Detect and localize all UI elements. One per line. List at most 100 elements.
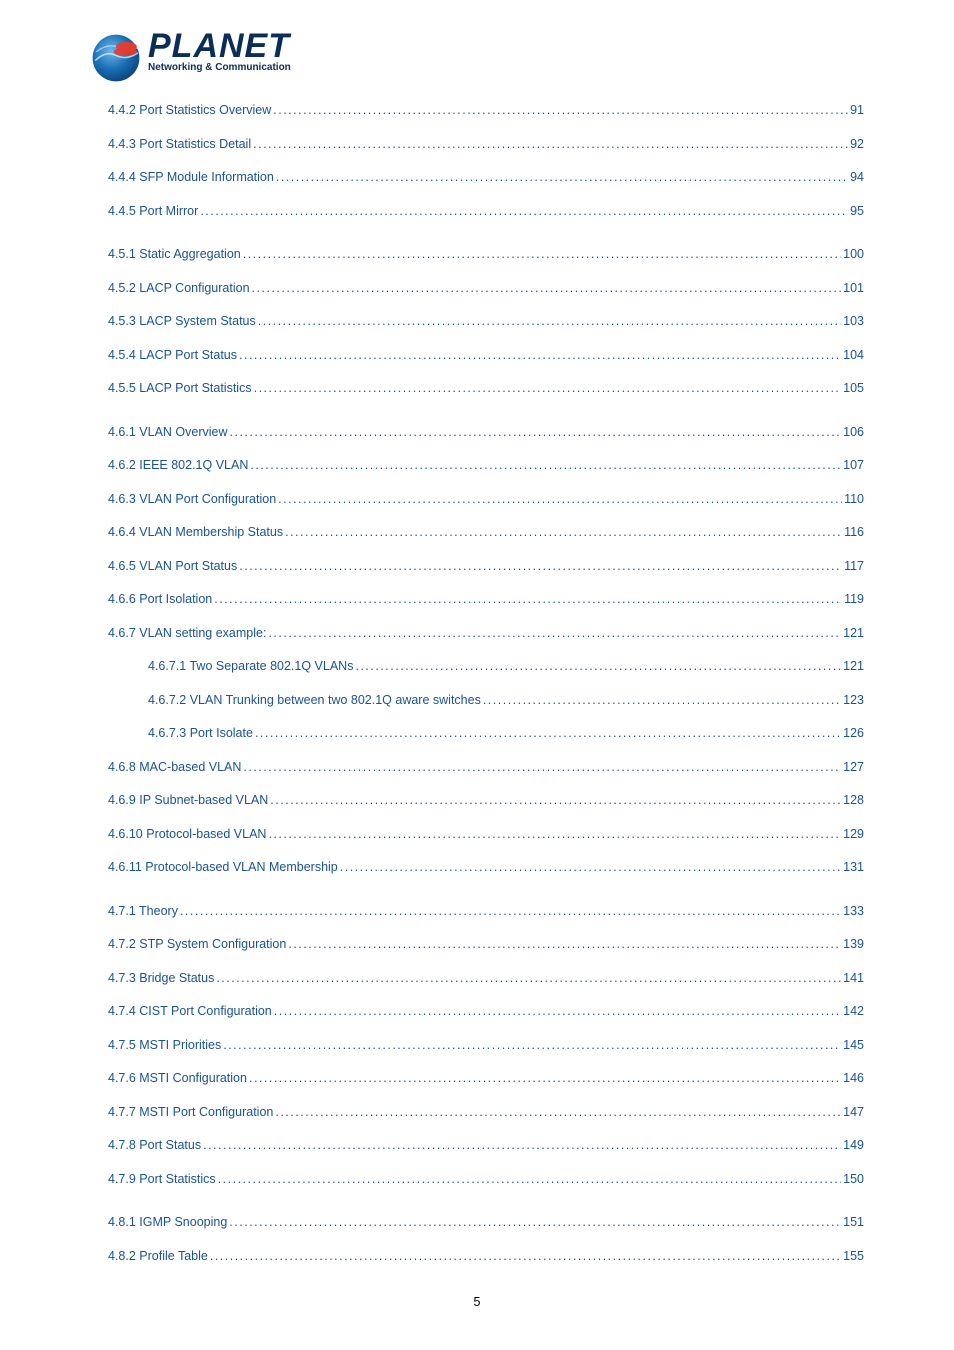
- toc-entry-label: 4.5.2 LACP Configuration: [108, 280, 250, 298]
- toc-entry[interactable]: 4.4.4 SFP Module Information............…: [90, 169, 864, 187]
- toc-entry[interactable]: 4.5.4 LACP Port Status..................…: [90, 347, 864, 365]
- toc-entry-label: 4.5.5 LACP Port Statistics: [108, 380, 252, 398]
- toc-entry-page: 149: [843, 1137, 864, 1155]
- toc-entry-page: 139: [843, 936, 864, 954]
- toc-leader-dots: ........................................…: [268, 826, 841, 844]
- toc-entry[interactable]: 4.6.11 Protocol-based VLAN Membership...…: [90, 859, 864, 877]
- toc-entry-page: 95: [850, 203, 864, 221]
- toc-entry-page: 131: [843, 859, 864, 877]
- toc-leader-dots: ........................................…: [249, 1070, 841, 1088]
- toc-entry-page: 146: [843, 1070, 864, 1088]
- toc-entry[interactable]: 4.5.3 LACP System Status................…: [90, 313, 864, 331]
- toc-entry[interactable]: 4.6.7 VLAN setting example:.............…: [90, 625, 864, 643]
- toc-entry-label: 4.6.7.2 VLAN Trunking between two 802.1Q…: [148, 692, 481, 710]
- toc-entry[interactable]: 4.4.2 Port Statistics Overview..........…: [90, 102, 864, 120]
- toc-leader-dots: ........................................…: [210, 1248, 841, 1266]
- toc-entry-label: 4.7.2 STP System Configuration: [108, 936, 286, 954]
- toc-entry[interactable]: 4.4.3 Port Statistics Detail............…: [90, 136, 864, 154]
- page-number: 5: [90, 1295, 864, 1309]
- toc-leader-dots: ........................................…: [275, 1104, 841, 1122]
- toc-entry[interactable]: 4.6.9 IP Subnet-based VLAN..............…: [90, 792, 864, 810]
- toc-entry-page: 147: [843, 1104, 864, 1122]
- toc-entry-page: 145: [843, 1037, 864, 1055]
- toc-entry[interactable]: 4.7.9 Port Statistics...................…: [90, 1171, 864, 1189]
- toc-leader-dots: ........................................…: [239, 347, 841, 365]
- toc-entry[interactable]: 4.6.7.2 VLAN Trunking between two 802.1Q…: [90, 692, 864, 710]
- toc-entry-page: 155: [843, 1248, 864, 1266]
- toc-entry[interactable]: 4.7.8 Port Status.......................…: [90, 1137, 864, 1155]
- toc-entry[interactable]: 4.5.2 LACP Configuration................…: [90, 280, 864, 298]
- toc-leader-dots: ........................................…: [203, 1137, 841, 1155]
- toc-entry[interactable]: 4.6.6 Port Isolation....................…: [90, 591, 864, 609]
- toc-entry[interactable]: 4.6.8 MAC-based VLAN....................…: [90, 759, 864, 777]
- toc-entry[interactable]: 4.5.1 Static Aggregation................…: [90, 246, 864, 264]
- toc-leader-dots: ........................................…: [285, 524, 842, 542]
- toc-entry[interactable]: 4.7.2 STP System Configuration..........…: [90, 936, 864, 954]
- brand-text-block: PLANET Networking & Communication: [148, 30, 291, 73]
- toc-leader-dots: ........................................…: [483, 692, 841, 710]
- toc-entry[interactable]: 4.7.3 Bridge Status.....................…: [90, 970, 864, 988]
- toc-leader-dots: ........................................…: [223, 1037, 841, 1055]
- toc-entry-label: 4.6.9 IP Subnet-based VLAN: [108, 792, 268, 810]
- toc-leader-dots: ........................................…: [273, 102, 848, 120]
- toc-entry-label: 4.6.7.3 Port Isolate: [148, 725, 253, 743]
- globe-icon: [90, 32, 142, 84]
- toc-entry[interactable]: 4.4.5 Port Mirror.......................…: [90, 203, 864, 221]
- toc-leader-dots: ........................................…: [258, 313, 841, 331]
- toc-leader-dots: ........................................…: [268, 625, 841, 643]
- toc-entry-label: 4.7.7 MSTI Port Configuration: [108, 1104, 273, 1122]
- toc-entry[interactable]: 4.7.1 Theory............................…: [90, 903, 864, 921]
- brand-tagline: Networking & Communication: [148, 62, 291, 73]
- toc-leader-dots: ........................................…: [239, 558, 842, 576]
- toc-leader-dots: ........................................…: [218, 1171, 841, 1189]
- toc-entry[interactable]: 4.6.1 VLAN Overview.....................…: [90, 424, 864, 442]
- toc-entry-page: 101: [843, 280, 864, 298]
- toc-entry[interactable]: 4.5.5 LACP Port Statistics..............…: [90, 380, 864, 398]
- toc-entry[interactable]: 4.6.7.1 Two Separate 802.1Q VLANs.......…: [90, 658, 864, 676]
- toc-entry-label: 4.7.3 Bridge Status: [108, 970, 214, 988]
- toc-entry-label: 4.6.1 VLAN Overview: [108, 424, 228, 442]
- toc-leader-dots: ........................................…: [243, 759, 841, 777]
- toc-entry[interactable]: 4.8.2 Profile Table.....................…: [90, 1248, 864, 1266]
- toc-entry-page: 110: [844, 491, 864, 509]
- toc-entry-label: 4.6.10 Protocol-based VLAN: [108, 826, 266, 844]
- toc-entry-page: 121: [843, 625, 864, 643]
- toc-leader-dots: ........................................…: [180, 903, 841, 921]
- toc-entry-label: 4.7.9 Port Statistics: [108, 1171, 216, 1189]
- toc-entry[interactable]: 4.7.5 MSTI Priorities...................…: [90, 1037, 864, 1055]
- toc-entry[interactable]: 4.7.4 CIST Port Configuration...........…: [90, 1003, 864, 1021]
- toc-entry-label: 4.8.2 Profile Table: [108, 1248, 208, 1266]
- toc-entry[interactable]: 4.7.7 MSTI Port Configuration...........…: [90, 1104, 864, 1122]
- document-page: PLANET Networking & Communication 4.4.2 …: [0, 0, 954, 1350]
- toc-leader-dots: ........................................…: [230, 424, 842, 442]
- toc-leader-dots: ........................................…: [214, 591, 842, 609]
- toc-entry-label: 4.4.4 SFP Module Information: [108, 169, 274, 187]
- toc-leader-dots: ........................................…: [243, 246, 841, 264]
- toc-leader-dots: ........................................…: [253, 136, 848, 154]
- toc-entry-label: 4.6.7.1 Two Separate 802.1Q VLANs: [148, 658, 353, 676]
- toc-leader-dots: ........................................…: [276, 169, 848, 187]
- toc-entry-page: 116: [844, 524, 864, 542]
- toc-entry-page: 142: [843, 1003, 864, 1021]
- toc-entry-label: 4.6.11 Protocol-based VLAN Membership: [108, 859, 338, 877]
- toc-entry[interactable]: 4.6.10 Protocol-based VLAN..............…: [90, 826, 864, 844]
- brand-name: PLANET: [148, 30, 291, 62]
- toc-entry-label: 4.7.1 Theory: [108, 903, 178, 921]
- toc-entry[interactable]: 4.7.6 MSTI Configuration................…: [90, 1070, 864, 1088]
- table-of-contents: 4.4.2 Port Statistics Overview..........…: [90, 102, 864, 1265]
- toc-entry-label: 4.6.7 VLAN setting example:: [108, 625, 266, 643]
- toc-entry[interactable]: 4.6.5 VLAN Port Status..................…: [90, 558, 864, 576]
- toc-entry[interactable]: 4.6.3 VLAN Port Configuration...........…: [90, 491, 864, 509]
- toc-entry-label: 4.6.4 VLAN Membership Status: [108, 524, 283, 542]
- toc-entry-label: 4.6.2 IEEE 802.1Q VLAN: [108, 457, 248, 475]
- toc-entry[interactable]: 4.6.7.3 Port Isolate....................…: [90, 725, 864, 743]
- toc-entry[interactable]: 4.6.2 IEEE 802.1Q VLAN..................…: [90, 457, 864, 475]
- toc-entry-page: 103: [843, 313, 864, 331]
- toc-entry-label: 4.8.1 IGMP Snooping: [108, 1214, 227, 1232]
- toc-leader-dots: ........................................…: [254, 380, 842, 398]
- toc-entry-page: 119: [844, 591, 864, 609]
- toc-leader-dots: ........................................…: [288, 936, 841, 954]
- toc-entry[interactable]: 4.8.1 IGMP Snooping.....................…: [90, 1214, 864, 1232]
- toc-leader-dots: ........................................…: [278, 491, 842, 509]
- toc-entry[interactable]: 4.6.4 VLAN Membership Status............…: [90, 524, 864, 542]
